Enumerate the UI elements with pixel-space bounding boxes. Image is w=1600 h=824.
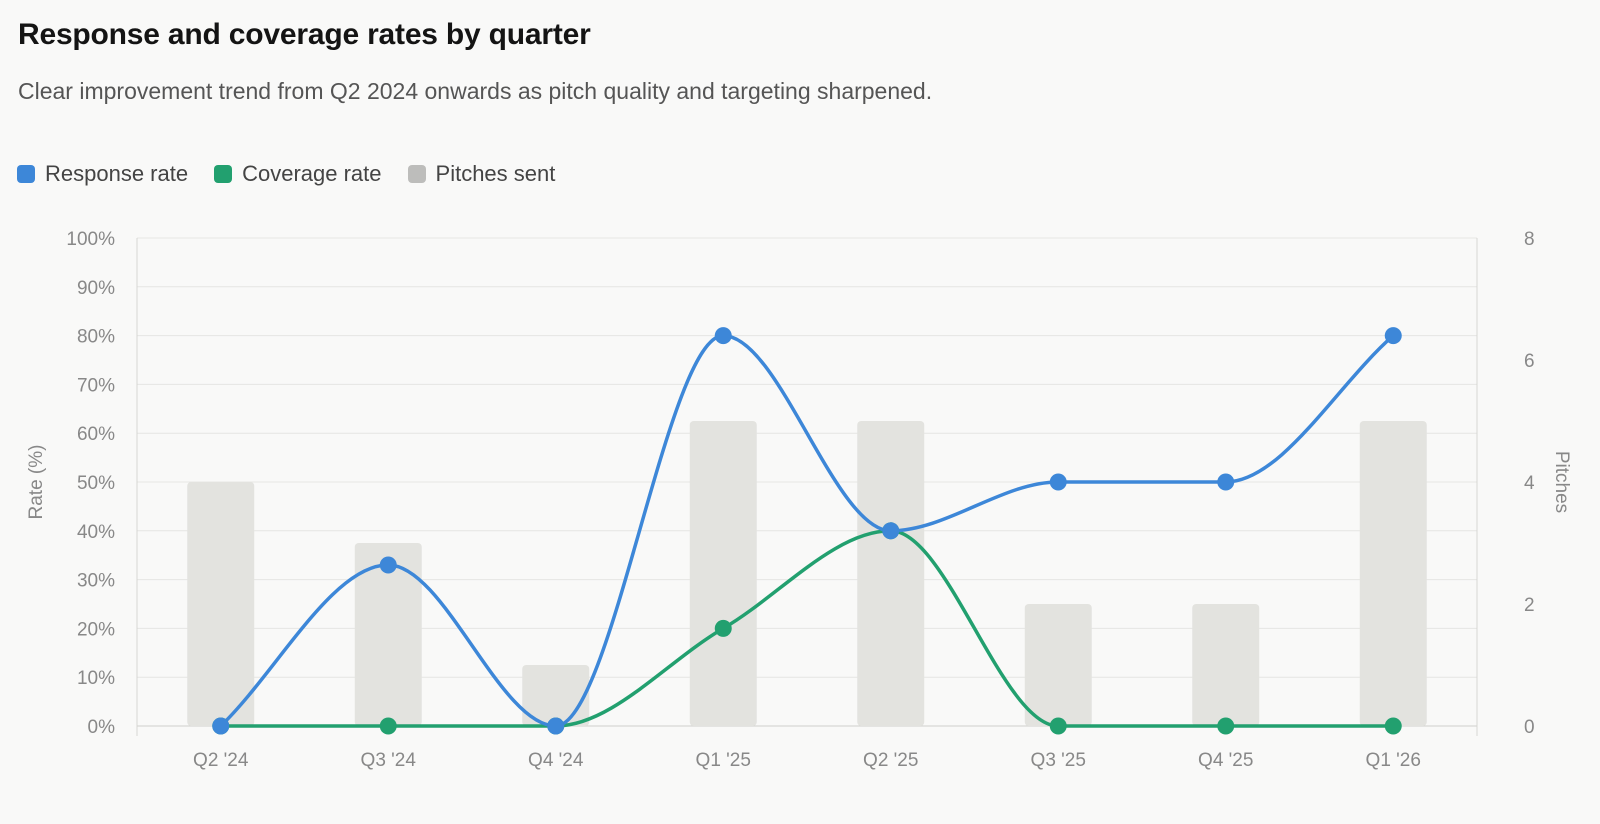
- legend: Response rate Coverage rate Pitches sent: [17, 161, 555, 187]
- bar-pitches-sent: [1192, 604, 1260, 726]
- y-axis-left-title: Rate (%): [26, 445, 47, 520]
- bar-pitches-sent: [1359, 421, 1427, 726]
- point-response-rate: [212, 717, 230, 735]
- y-tick-left-label: 30%: [77, 571, 115, 592]
- x-tick-label: Q2 '24: [193, 750, 249, 771]
- bar-pitches-sent: [354, 543, 422, 726]
- bar-pitches-sent: [187, 482, 255, 726]
- y-tick-left-label: 70%: [77, 375, 115, 396]
- x-tick-label: Q1 '25: [696, 750, 751, 771]
- legend-item-response-rate[interactable]: Response rate: [17, 161, 188, 187]
- line-coverage-rate: [219, 529, 1395, 728]
- x-tick-label: Q2 '25: [863, 750, 918, 771]
- bar-pitches-sent: [522, 665, 590, 726]
- legend-item-coverage-rate[interactable]: Coverage rate: [214, 161, 382, 187]
- x-tick-label: Q4 '24: [528, 750, 584, 771]
- point-response-rate: [1384, 327, 1402, 345]
- point-response-rate: [882, 522, 900, 540]
- y-tick-right-label: 8: [1524, 229, 1535, 250]
- y-tick-left-label: 20%: [77, 619, 115, 640]
- bar-pitches-sent: [1024, 604, 1092, 726]
- y-tick-right-label: 6: [1524, 351, 1535, 372]
- chart-subtitle: Clear improvement trend from Q2 2024 onw…: [18, 78, 933, 104]
- bars-pitches-sent: [187, 421, 1427, 726]
- series-lines: [219, 333, 1395, 728]
- legend-label-response-rate: Response rate: [45, 161, 189, 186]
- y-tick-right-label: 0: [1524, 717, 1535, 738]
- legend-swatch-response-rate: [17, 165, 35, 183]
- grid-lines: [137, 237, 1477, 727]
- y-tick-left-label: 50%: [77, 473, 115, 494]
- x-tick-label: Q1 '26: [1366, 750, 1421, 771]
- bar-pitches-sent: [857, 421, 925, 726]
- point-response-rate: [1217, 473, 1235, 491]
- legend-item-pitches-sent[interactable]: Pitches sent: [407, 161, 556, 187]
- y-tick-left-label: 40%: [77, 522, 115, 543]
- bar-pitches-sent: [689, 421, 757, 726]
- point-coverage-rate: [714, 619, 732, 637]
- point-response-rate: [714, 327, 732, 345]
- y-tick-left-label: 10%: [77, 668, 115, 689]
- y-tick-left-label: 0%: [88, 717, 116, 738]
- point-response-rate: [379, 556, 397, 574]
- point-response-rate: [1049, 473, 1067, 491]
- chart-title: Response and coverage rates by quarter: [18, 18, 591, 51]
- line-response-rate: [219, 333, 1395, 728]
- y-tick-left-label: 90%: [77, 278, 115, 299]
- y-axis-right-title: Pitches: [1551, 451, 1572, 513]
- y-tick-right-label: 4: [1524, 473, 1535, 494]
- y-tick-left-label: 100%: [66, 229, 115, 250]
- point-coverage-rate: [1384, 717, 1402, 735]
- x-tick-label: Q4 '25: [1198, 750, 1253, 771]
- series-points: [212, 327, 1402, 735]
- x-tick-label: Q3 '25: [1031, 750, 1086, 771]
- y-tick-right-label: 2: [1524, 595, 1535, 616]
- point-coverage-rate: [1217, 717, 1235, 735]
- point-coverage-rate: [379, 717, 397, 735]
- legend-label-coverage-rate: Coverage rate: [242, 161, 382, 186]
- axes: 0% 10% 20% 30% 40% 50% 60% 70% 80% 90% 100% 0 2 4 6 8 Ra…: [26, 229, 1572, 771]
- legend-swatch-coverage-rate: [214, 165, 233, 183]
- legend-swatch-pitches-sent: [407, 165, 426, 183]
- point-coverage-rate: [1049, 717, 1067, 735]
- legend-label-pitches-sent: Pitches sent: [435, 161, 556, 186]
- x-tick-label: Q3 '24: [361, 750, 417, 771]
- y-tick-left-label: 80%: [77, 327, 115, 348]
- y-tick-left-label: 60%: [77, 424, 115, 445]
- point-response-rate: [547, 717, 565, 735]
